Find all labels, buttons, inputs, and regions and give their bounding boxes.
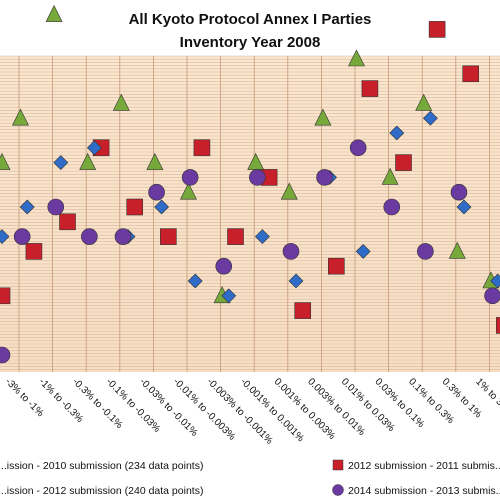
data-point-diamond [187, 273, 203, 289]
legend-entry-1: ...ission - 2010 submission (234 data po… [0, 460, 203, 472]
data-point-circle [282, 243, 300, 260]
data-point-square [428, 21, 446, 38]
data-point-circle [0, 346, 11, 364]
data-point-square [126, 198, 144, 216]
x-tick-label: -0.03% to -0.01% [137, 376, 199, 438]
data-point-diamond [288, 273, 304, 289]
data-point-circle [484, 287, 500, 305]
series-2-square-markers [0, 21, 500, 334]
legend-entry-3: ...ission - 2012 submission (240 data po… [0, 485, 203, 497]
data-point-circle [47, 198, 65, 216]
data-point-circle [383, 198, 401, 216]
data-point-square [294, 302, 312, 319]
data-point-triangle [45, 4, 63, 22]
data-point-triangle [79, 152, 97, 170]
data-point-square [25, 243, 43, 260]
data-point-diamond [19, 199, 35, 215]
data-point-diamond [490, 273, 500, 289]
data-point-circle [349, 139, 367, 157]
data-point-triangle [448, 241, 466, 259]
data-point-square [496, 317, 500, 334]
data-point-triangle [314, 108, 332, 126]
data-point-square [160, 228, 177, 245]
data-point-diamond [456, 199, 472, 215]
data-point-diamond [422, 110, 438, 126]
data-point-circle [215, 257, 233, 275]
legend-marker-circle [332, 484, 344, 496]
legend: ...ission - 2010 submission (234 data po… [0, 459, 500, 497]
chart-title-line-2: Inventory Year 2008 [180, 34, 321, 51]
data-point-diamond [53, 155, 69, 171]
data-point-circle [81, 228, 98, 245]
data-point-square [59, 213, 76, 231]
data-point-triangle [112, 93, 130, 111]
x-tick-label: 0.003% to 0.01% [305, 376, 367, 438]
data-point-triangle [11, 108, 29, 126]
data-point-square [227, 228, 244, 245]
vertical-gridlines [18, 56, 490, 372]
data-point-diamond [355, 243, 371, 259]
legend-entry-2: 2012 submission - 2011 submis... [348, 460, 500, 472]
data-point-diamond [86, 140, 102, 156]
legend-entry-4: 2014 submission - 2013 submis... [348, 485, 500, 497]
data-point-circle [316, 169, 333, 186]
data-point-triangle [0, 152, 11, 170]
data-point-circle [417, 243, 434, 260]
data-point-triangle [415, 93, 433, 111]
x-tick-label: 0.001% to 0.003% [272, 376, 338, 442]
data-point-triangle [179, 182, 197, 200]
data-point-square [395, 154, 412, 171]
data-point-diamond [254, 229, 270, 245]
data-point-diamond [389, 125, 405, 141]
data-point-triangle [347, 49, 365, 67]
chart-title-line-1: All Kyoto Protocol Annex I Parties [129, 11, 372, 28]
data-point-square [328, 257, 345, 275]
x-tick-label: -0.01% to -0.003% [171, 376, 237, 442]
data-point-triangle [280, 182, 298, 200]
data-point-circle [450, 183, 468, 201]
data-point-circle [148, 183, 165, 201]
data-point-circle [114, 228, 132, 245]
data-point-triangle [146, 152, 164, 170]
data-point-diamond [0, 229, 10, 245]
data-point-circle [13, 228, 31, 245]
data-point-triangle [381, 167, 399, 185]
data-point-diamond [221, 288, 237, 304]
x-axis-tick-labels: -3% to -1%-1% to -0.3%-0.3% to -0.1%-0.1… [3, 376, 500, 446]
data-markers [0, 4, 500, 364]
x-tick-label: -0.001% to 0.001% [238, 376, 306, 444]
data-point-square [0, 287, 11, 305]
data-point-square [462, 65, 480, 83]
data-point-circle [181, 169, 199, 186]
data-point-square [193, 139, 211, 157]
legend-marker-square [332, 459, 344, 471]
series-4-circle-markers [0, 139, 500, 364]
data-point-diamond [154, 199, 170, 215]
data-point-square [361, 80, 379, 97]
data-point-circle [249, 169, 266, 186]
